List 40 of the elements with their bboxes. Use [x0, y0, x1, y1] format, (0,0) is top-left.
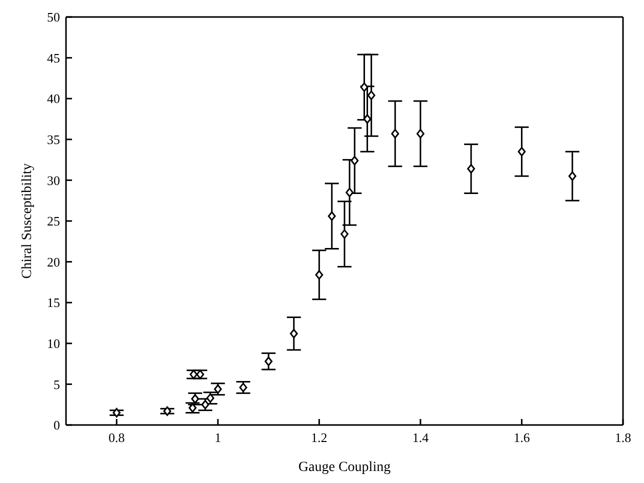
point — [518, 146, 526, 156]
point — [315, 270, 324, 280]
y-tick-label: 50 — [47, 10, 60, 25]
y-tick-label: 5 — [54, 376, 60, 392]
point — [346, 188, 354, 198]
x-tick-label: 1.8 — [614, 430, 632, 446]
y-tick-label: 15 — [47, 295, 60, 310]
point — [367, 90, 376, 100]
point — [360, 82, 368, 92]
point — [112, 408, 121, 418]
point — [340, 229, 348, 239]
x-axis-title: Gauge Coupling — [298, 460, 391, 475]
y-tick-label: 0 — [54, 418, 60, 433]
y-axis-title: Chiral Susceptibility — [20, 163, 35, 279]
point — [328, 211, 336, 221]
y-tick-label: 35 — [47, 132, 60, 148]
point — [190, 370, 198, 380]
x-tick-label: 1.6 — [514, 430, 530, 446]
x-tick-label: 1 — [214, 430, 222, 446]
point — [290, 328, 298, 338]
x-tick-label: 1.2 — [311, 430, 328, 446]
point — [264, 356, 272, 366]
y-tick-label: 40 — [47, 91, 60, 106]
y-tick-label: 45 — [47, 50, 60, 66]
x-tick-label: 1.4 — [412, 430, 430, 446]
point — [568, 171, 576, 181]
y-tick-label: 30 — [47, 172, 60, 188]
y-tick-label: 25 — [47, 214, 60, 229]
y-tick-label: 10 — [47, 336, 60, 352]
point — [467, 164, 476, 174]
x-tick-label: 0.8 — [108, 430, 125, 446]
y-tick-label: 20 — [47, 254, 60, 270]
point — [416, 128, 424, 138]
point — [163, 406, 172, 416]
point — [391, 128, 400, 138]
point — [196, 370, 204, 380]
point — [201, 400, 210, 410]
point — [239, 382, 248, 392]
point — [350, 156, 359, 166]
point — [363, 114, 372, 124]
